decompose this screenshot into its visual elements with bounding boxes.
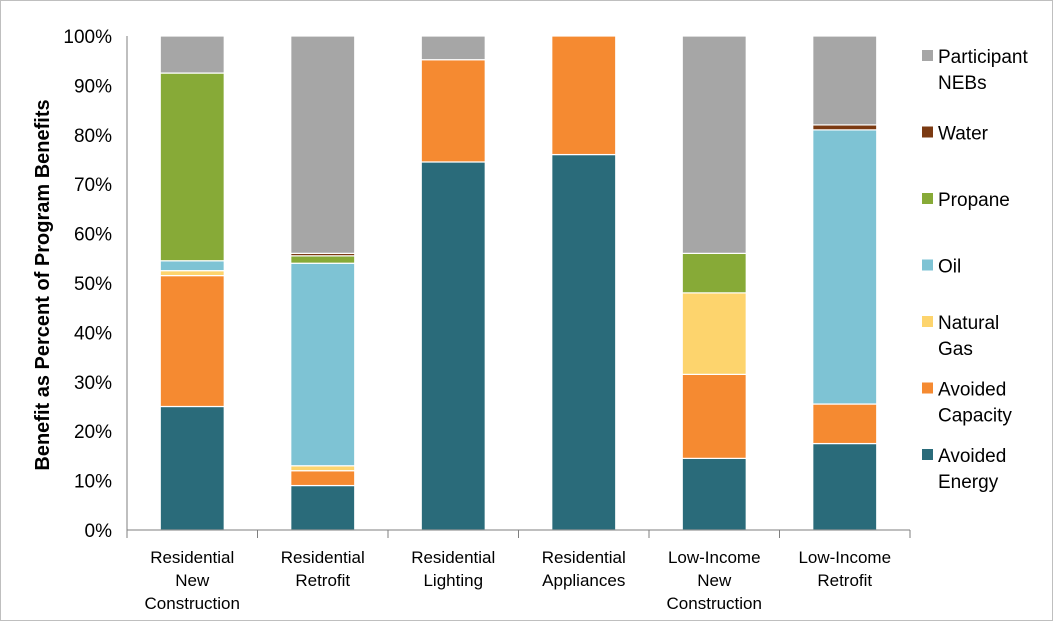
bar-segment-avoided-energy bbox=[551, 153, 617, 531]
bar-segment-avoided-capacity bbox=[551, 35, 617, 156]
legend-swatch-oil bbox=[922, 259, 933, 271]
bar-segment-avoided-capacity bbox=[159, 274, 225, 408]
bar-segment-avoided-capacity bbox=[420, 59, 486, 163]
x-category-label: Residential Lighting bbox=[411, 548, 495, 590]
legend-label-water: Water bbox=[938, 124, 989, 145]
bar-segment-natural-gas bbox=[681, 292, 747, 375]
legend-label-avoided-energy: Avoided Energy bbox=[938, 446, 1006, 493]
x-category-label: Residential Appliances bbox=[542, 548, 626, 590]
bar-segment-participant-nebs bbox=[681, 35, 747, 254]
legend-swatch-participant-nebs bbox=[922, 50, 933, 61]
y-tick-label: 70% bbox=[74, 175, 112, 196]
legend-swatch-natural-gas bbox=[922, 316, 933, 327]
bar-segment-oil bbox=[290, 262, 356, 467]
legend: Participant NEBs Water Propane Oil Natural Gas… bbox=[922, 47, 1028, 493]
bar-segment-avoided-capacity bbox=[812, 403, 878, 445]
bar-segment-water bbox=[812, 124, 878, 131]
x-category-label: Residential New Construction bbox=[145, 548, 240, 613]
bar-segment-avoided-capacity bbox=[681, 373, 747, 459]
x-category-label: Residential Retrofit bbox=[281, 548, 365, 590]
bar-segment-natural-gas bbox=[159, 270, 225, 277]
legend-swatch-water bbox=[922, 126, 933, 138]
bar-segment-avoided-energy bbox=[159, 405, 225, 531]
legend-label-avoided-capacity: Avoided Capacity bbox=[938, 380, 1012, 427]
bar-segment-avoided-energy bbox=[420, 161, 486, 531]
y-tick-label: 40% bbox=[74, 323, 112, 344]
y-tick-label: 80% bbox=[74, 126, 112, 147]
legend-label-participant-nebs: Participant NEBs bbox=[938, 47, 1028, 94]
bar-segment-avoided-capacity bbox=[290, 470, 356, 487]
x-category-label: Low-Income Retrofit bbox=[798, 548, 891, 590]
y-axis-label: Benefit as Percent of Program Benefits bbox=[32, 99, 54, 470]
y-tick-label: 60% bbox=[74, 225, 112, 246]
axes bbox=[126, 36, 911, 538]
legend-swatch-avoided-energy bbox=[922, 449, 933, 460]
y-tick-label: 0% bbox=[85, 521, 113, 542]
bar-segment-participant-nebs bbox=[420, 35, 486, 61]
bar-segment-propane bbox=[159, 72, 225, 262]
bars bbox=[159, 35, 878, 531]
y-tick-label: 50% bbox=[74, 274, 112, 295]
y-tick-label: 20% bbox=[74, 422, 112, 443]
bar-segment-avoided-energy bbox=[290, 484, 356, 531]
y-tick-label: 10% bbox=[74, 472, 112, 493]
y-axis-ticks: 0% 10% 20% 30% 40% 50% 60% 70% 80% 90% 100% bbox=[63, 27, 112, 542]
bar-segment-natural-gas bbox=[290, 465, 356, 472]
bar-segment-oil bbox=[812, 129, 878, 405]
x-axis-categories: Residential New Construction Residential Ret… bbox=[145, 548, 892, 613]
y-tick-label: 100% bbox=[63, 27, 112, 48]
bar-segment-participant-nebs bbox=[290, 35, 356, 254]
bar-segment-avoided-energy bbox=[681, 457, 747, 531]
legend-label-propane: Propane bbox=[938, 190, 1010, 211]
bar-segment-propane bbox=[290, 255, 356, 264]
y-tick-label: 90% bbox=[74, 76, 112, 97]
legend-swatch-avoided-capacity bbox=[922, 382, 933, 394]
y-tick-label: 30% bbox=[74, 373, 112, 394]
bar-segment-propane bbox=[681, 252, 747, 294]
bar-segment-avoided-energy bbox=[812, 442, 878, 531]
bar-segment-oil bbox=[159, 260, 225, 272]
legend-label-natural-gas: Natural Gas bbox=[938, 313, 999, 360]
bar-segment-participant-nebs bbox=[159, 35, 225, 74]
legend-swatch-propane bbox=[922, 193, 933, 204]
legend-label-oil: Oil bbox=[938, 257, 961, 278]
bar-segment-participant-nebs bbox=[812, 35, 878, 126]
x-category-label: Low-Income New Construction bbox=[667, 548, 762, 613]
